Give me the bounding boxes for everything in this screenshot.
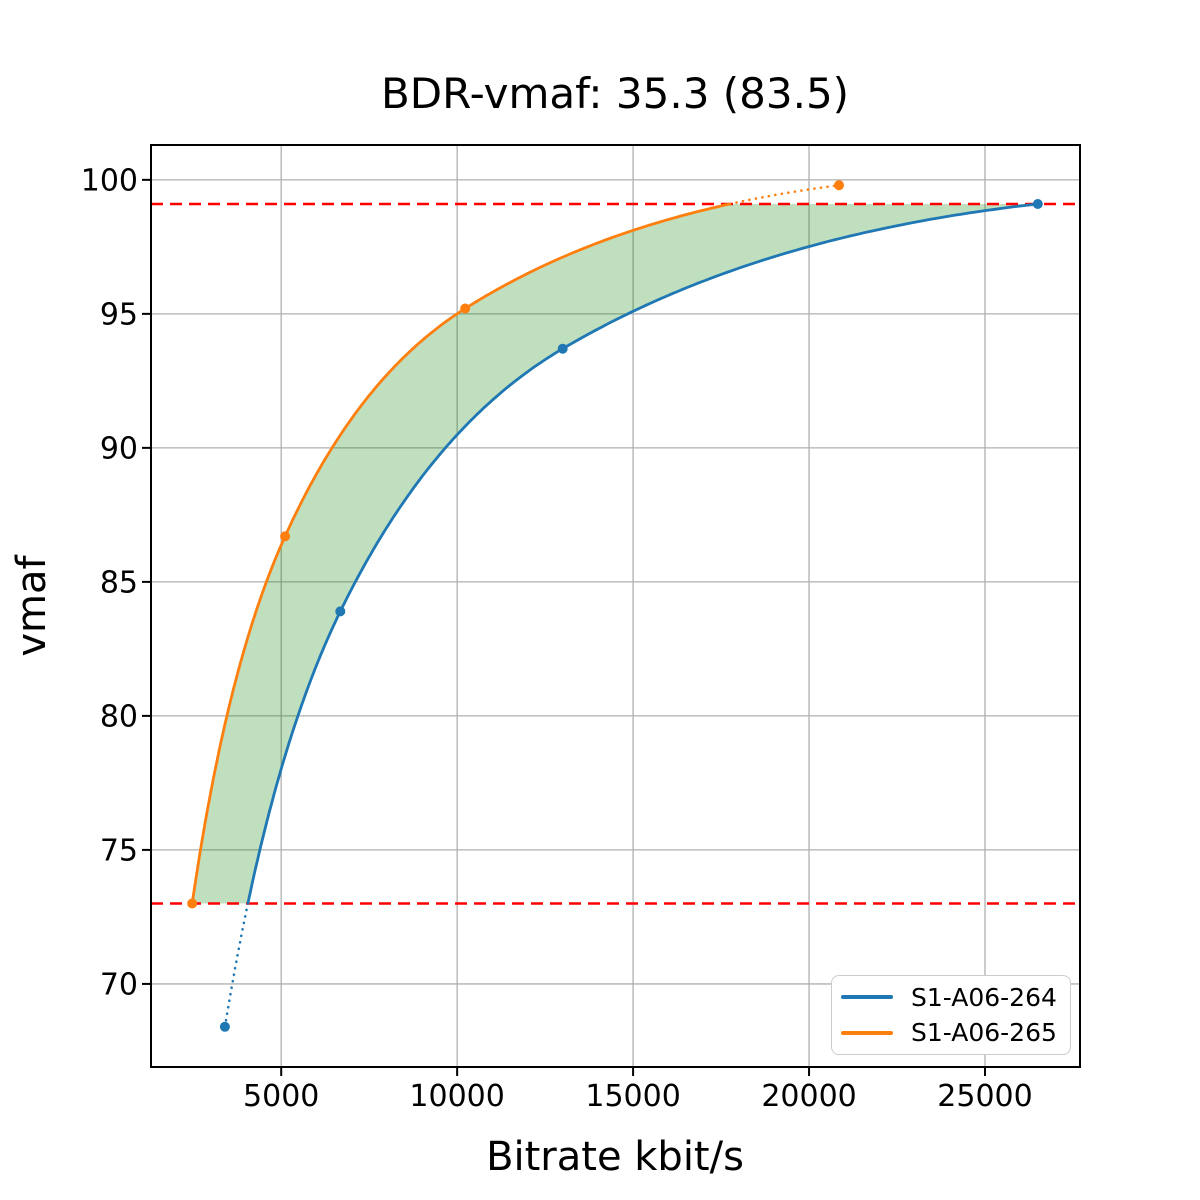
y-tick-label: 85 — [100, 565, 138, 600]
data-point-marker — [335, 606, 346, 617]
rd-curve — [246, 202, 1038, 904]
y-tick-label: 95 — [100, 297, 138, 332]
x-tick-label: 15000 — [585, 1079, 680, 1114]
rd-curve — [190, 202, 731, 904]
data-point-marker — [460, 303, 471, 314]
x-tick-label: 10000 — [409, 1079, 504, 1114]
data-point-marker — [834, 180, 844, 191]
tick-labels: 5000 10000 15000 20000 25000 70 75 80 85 90 95 100 — [81, 163, 1033, 1114]
data-point-marker — [187, 898, 198, 909]
chart-title: BDR-vmaf: 35.3 (83.5) — [381, 69, 849, 118]
rd-curve-extrapolated — [223, 902, 250, 1029]
x-tick-label: 5000 — [243, 1079, 319, 1114]
legend-item-264: S1-A06-264 — [841, 983, 1061, 1012]
y-tick-label: 70 — [100, 967, 138, 1002]
y-axis-label: vmaf — [9, 554, 55, 656]
legend-line-sample-265 — [841, 1031, 893, 1035]
data-point-marker — [219, 1021, 230, 1032]
y-tick-label: 100 — [81, 163, 138, 198]
y-tick-label: 90 — [100, 431, 138, 466]
plot-border — [150, 144, 1081, 1068]
legend-label-264: S1-A06-264 — [911, 982, 1057, 1012]
bd-shaded-area — [192, 204, 1038, 904]
vmaf-bound-lines — [151, 202, 1080, 905]
legend-label-265: S1-A06-265 — [911, 1018, 1057, 1048]
legend-line-sample-264 — [841, 995, 893, 999]
data-point-marker — [557, 343, 568, 354]
y-tick-label: 75 — [100, 833, 138, 868]
y-tick-label: 80 — [100, 699, 138, 734]
legend: S1-A06-264 S1-A06-265 — [831, 975, 1071, 1055]
x-tick-label: 20000 — [761, 1079, 856, 1114]
rd-curve-extrapolated — [728, 183, 841, 206]
data-point-marker — [280, 531, 291, 542]
gridlines — [151, 145, 1080, 1067]
data-point-marker — [1032, 199, 1043, 209]
rd-curves — [187, 180, 1043, 1032]
x-axis-label: Bitrate kbit/s — [486, 1134, 744, 1180]
legend-item-265: S1-A06-265 — [841, 1018, 1061, 1047]
x-tick-label: 25000 — [937, 1079, 1032, 1114]
bd-shaded-area-polygon — [192, 204, 1038, 904]
axis-ticks — [142, 178, 986, 1076]
